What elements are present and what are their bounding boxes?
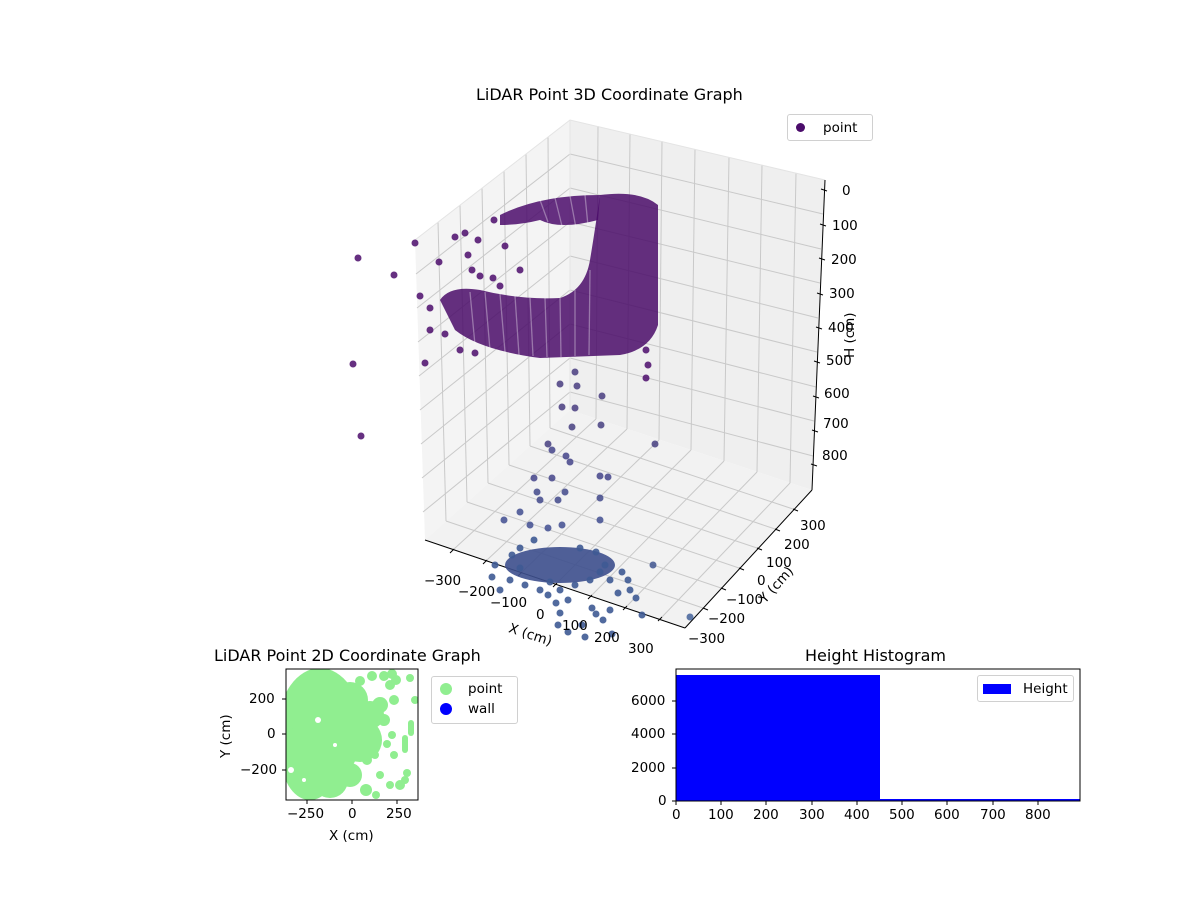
title-3d: LiDAR Point 3D Coordinate Graph: [476, 85, 743, 104]
hist-ytick-4000: 4000: [631, 726, 666, 742]
point-cloud-ring: [440, 193, 658, 358]
y-tick-100: 100: [766, 555, 792, 571]
x-tick-200: 200: [594, 630, 620, 646]
y2d-tick-0: 0: [267, 726, 276, 742]
legend-wall-label-2d: wall: [468, 701, 495, 717]
pane-floor: [425, 410, 812, 628]
z-tick-500: 500: [826, 353, 852, 369]
hist-ytick-6000: 6000: [631, 693, 666, 709]
hist-xtick-600: 600: [934, 807, 960, 823]
x-tick-100: 100: [562, 618, 588, 634]
y2d-axis-label: Y (cm): [218, 714, 234, 758]
x2d-tick-0: 0: [348, 806, 357, 822]
z-tick-700: 700: [823, 416, 849, 432]
y-tick-0: 0: [757, 573, 766, 589]
title-2d: LiDAR Point 2D Coordinate Graph: [214, 646, 481, 665]
x-tick-300: 300: [628, 641, 654, 657]
hist-xtick-500: 500: [889, 807, 915, 823]
title-histogram: Height Histogram: [805, 646, 946, 665]
hist-ytick-2000: 2000: [631, 760, 666, 776]
z-tick-0: 0: [842, 183, 851, 199]
hist-xtick-100: 100: [708, 807, 734, 823]
legend-point-marker-2d: [440, 683, 452, 695]
hist-ytick-0: 0: [658, 793, 667, 809]
x2d-tick-neg250: −250: [287, 806, 325, 822]
z-tick-100: 100: [832, 218, 858, 234]
x2d-tick-250: 250: [386, 806, 412, 822]
y-tick-neg100: −100: [726, 592, 764, 608]
y-tick-neg300: −300: [688, 631, 726, 647]
z-tick-600: 600: [824, 386, 850, 402]
y-tick-300: 300: [800, 518, 826, 534]
z-tick-200: 200: [831, 252, 857, 268]
legend-point-label: point: [823, 119, 858, 136]
z-axis-label: H (cm): [842, 312, 858, 358]
x-tick-0: 0: [536, 607, 545, 623]
x-tick-neg300: −300: [424, 573, 462, 589]
legend-wall-marker-2d: [440, 703, 452, 715]
point-cloud-scatter: [349, 216, 694, 621]
hist-xtick-700: 700: [980, 807, 1006, 823]
legend-point-marker: [796, 123, 805, 132]
z-tick-800: 800: [822, 448, 848, 464]
hist-xtick-800: 800: [1025, 807, 1051, 823]
legend-2d[interactable]: point wall: [431, 676, 518, 724]
y2d-tick-neg200: −200: [240, 762, 278, 778]
y2d-tick-200: 200: [249, 691, 275, 707]
x2d-axis-label: X (cm): [329, 828, 374, 844]
legend-point-label-2d: point: [468, 681, 503, 697]
legend-3d[interactable]: point: [787, 114, 873, 141]
z-tick-300: 300: [829, 286, 855, 302]
x-tick-neg100: −100: [490, 595, 528, 611]
hist-xtick-300: 300: [799, 807, 825, 823]
x-tick-neg200: −200: [458, 584, 496, 600]
legend-histogram[interactable]: Height: [977, 675, 1074, 702]
hist-xtick-200: 200: [753, 807, 779, 823]
legend-height-swatch: [983, 683, 1011, 694]
hist-xtick-0: 0: [672, 807, 681, 823]
y-tick-neg200: −200: [708, 611, 746, 627]
hist-xtick-400: 400: [844, 807, 870, 823]
z-tick-400: 400: [828, 320, 854, 336]
point-cloud-ring-stripes: [469, 194, 591, 358]
y-tick-200: 200: [784, 537, 810, 553]
point-cloud-floor: [488, 536, 646, 641]
legend-height-label: Height: [1023, 680, 1068, 697]
